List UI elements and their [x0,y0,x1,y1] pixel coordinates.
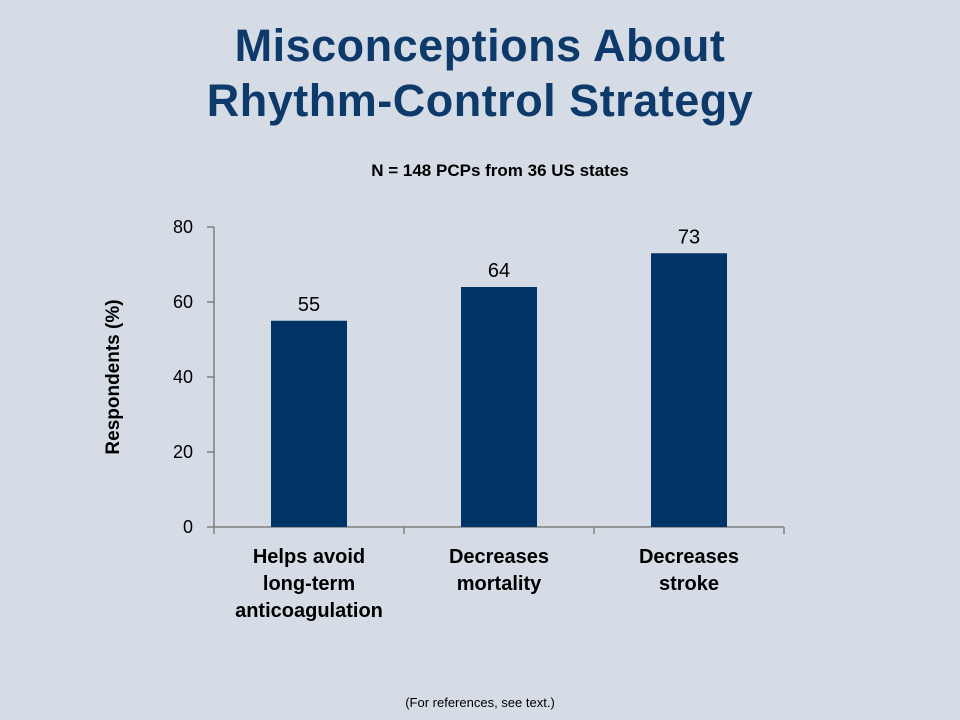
category-label-line: anticoagulation [235,600,383,622]
bar [271,320,347,527]
slide-title: Misconceptions About Rhythm-Control Stra… [0,18,960,128]
bar-chart: Respondents (%) 0 20 40 60 80 55 Helps avoid lo… [103,217,785,622]
category-label-line: Decreases [449,546,549,568]
category-label-line: mortality [457,573,542,595]
footnote: (For references, see text.) [405,695,555,710]
category-label-line: stroke [659,573,719,595]
y-axis-title: Respondents (%) [103,299,124,454]
category-label: Decreases mortality [449,546,549,595]
category-label-line: Helps avoid [253,546,365,568]
data-label: 73 [678,226,700,248]
bar [461,287,537,527]
y-tick-label: 0 [183,517,193,537]
y-axis-title-group: Respondents (%) [103,299,124,454]
bar [651,253,727,527]
y-tick-label: 40 [173,367,193,387]
y-tick-label: 80 [173,217,193,237]
chart-subtitle: N = 148 PCPs from 36 US states [371,161,629,180]
y-tick-label: 20 [173,442,193,462]
category-label-line: Decreases [639,546,739,568]
category-label: Helps avoid long-term anticoagulation [235,546,383,622]
y-tick-label: 60 [173,292,193,312]
plot-area: 0 20 40 60 80 55 Helps avoid long-term anticoagu… [173,217,785,622]
category-label: Decreases stroke [639,546,739,595]
data-label: 55 [298,294,320,316]
slide-title-line-2: Rhythm-Control Strategy [206,75,754,126]
category-label-line: long-term [263,573,355,595]
data-label: 64 [488,260,510,282]
slide-title-line-1: Misconceptions About [234,20,726,71]
